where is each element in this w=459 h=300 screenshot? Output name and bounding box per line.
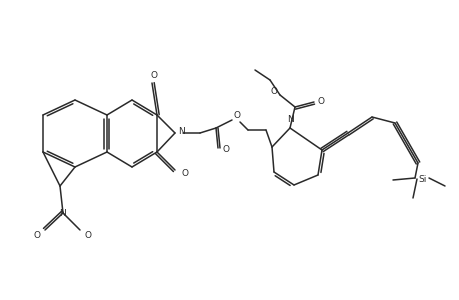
Text: O: O — [233, 110, 240, 119]
Text: N: N — [60, 208, 66, 217]
Text: O: O — [150, 70, 157, 80]
Text: N: N — [178, 128, 185, 136]
Text: O: O — [181, 169, 188, 178]
Text: N: N — [287, 116, 294, 124]
Text: O: O — [84, 230, 91, 239]
Text: O: O — [317, 97, 324, 106]
Text: O: O — [270, 88, 277, 97]
Text: Si: Si — [418, 175, 426, 184]
Text: O: O — [34, 230, 40, 239]
Text: O: O — [222, 146, 229, 154]
